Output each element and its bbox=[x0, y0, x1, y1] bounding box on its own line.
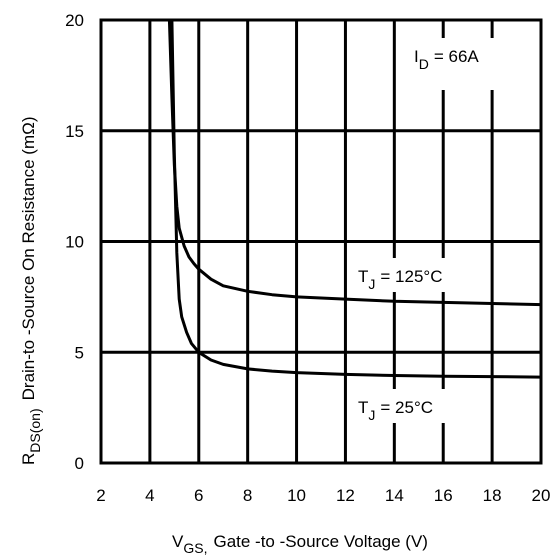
x-tick-label: 10 bbox=[287, 486, 306, 505]
y-tick-label: 15 bbox=[65, 122, 84, 141]
y-tick-label: 0 bbox=[75, 454, 84, 473]
series-label-25c: TJ = 25°C bbox=[358, 398, 433, 423]
x-tick-label: 16 bbox=[434, 486, 453, 505]
x-tick-label: 18 bbox=[483, 486, 502, 505]
x-tick-label: 2 bbox=[96, 486, 105, 505]
x-tick-label: 14 bbox=[385, 486, 404, 505]
grid bbox=[101, 20, 541, 463]
label-background bbox=[352, 389, 462, 423]
y-axis-label: RDS(on)Drain-to -Source On Resistance (m… bbox=[19, 117, 43, 466]
y-tick-label: 20 bbox=[65, 11, 84, 30]
curves bbox=[167, 19, 542, 379]
x-tick-label: 4 bbox=[145, 486, 154, 505]
x-tick-label: 6 bbox=[194, 486, 203, 505]
label-background bbox=[352, 258, 472, 292]
y-tick-label: 5 bbox=[75, 343, 84, 362]
x-tick-label: 12 bbox=[336, 486, 355, 505]
plot-frame bbox=[99, 18, 543, 465]
label-background bbox=[408, 38, 508, 90]
series-label-125c: TJ = 125°C bbox=[358, 267, 442, 292]
x-tick-label: 20 bbox=[532, 486, 551, 505]
series-line-25c bbox=[170, 19, 542, 379]
x-axis-label: VGS, Gate -to -Source Voltage (V) bbox=[172, 532, 428, 556]
x-tick-label: 8 bbox=[243, 486, 252, 505]
y-tick-label: 10 bbox=[65, 233, 84, 252]
tick-labels: 2 4 6 8 10 12 14 16 18 20 0 5 10 15 20 bbox=[65, 11, 550, 505]
current-annotation: ID = 66A bbox=[414, 47, 479, 72]
